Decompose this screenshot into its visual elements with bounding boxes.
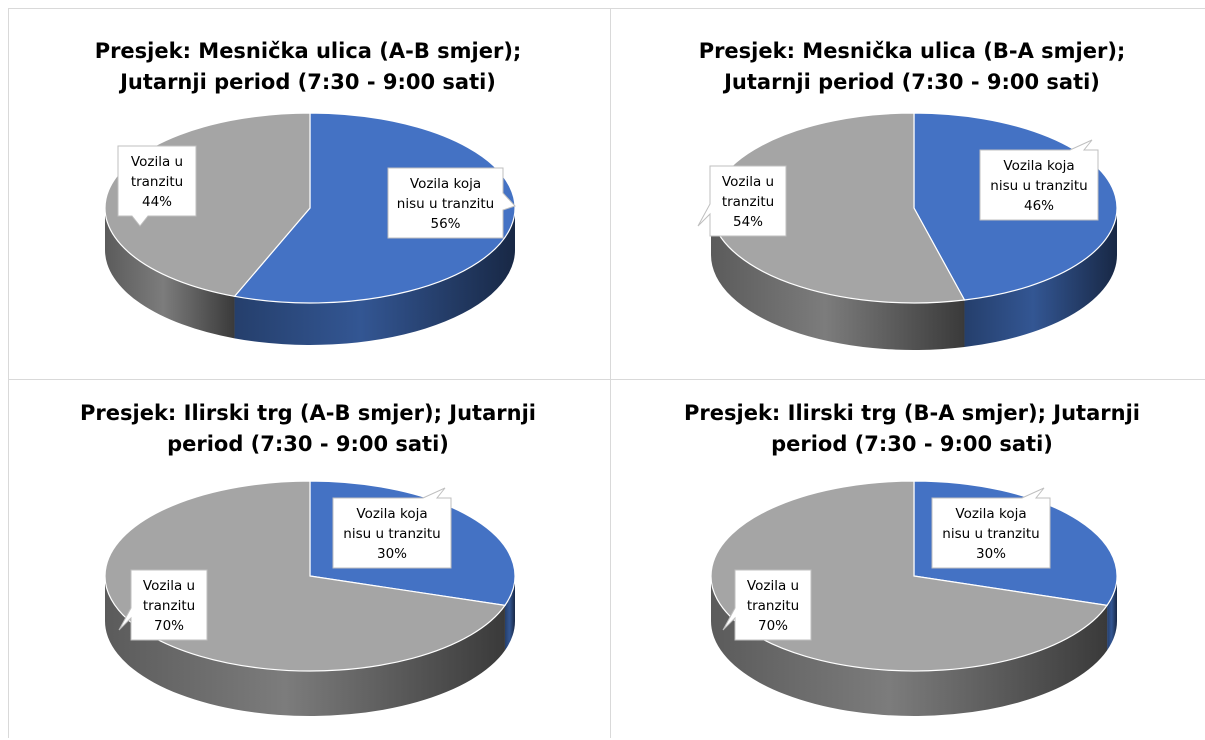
data-label-category: Vozila u (747, 578, 799, 594)
chart-title: Presjek: Mesnička ulica (B-A smjer); Jut… (698, 39, 1126, 94)
data-label-value: 70% (758, 618, 788, 634)
data-label-category: nisu u tranzitu (990, 178, 1087, 194)
data-label-category: tranzitu (131, 174, 183, 190)
data-label-category: tranzitu (143, 598, 195, 614)
pie-slice-side (105, 208, 235, 339)
pie-slice-side (711, 208, 965, 350)
pie-slice-side (105, 576, 505, 716)
data-label-value: 56% (430, 216, 460, 232)
chart-title: Presjek: Ilirski trg (A-B smjer); Jutarn… (80, 401, 536, 456)
chart-panel-1: Presjek: Mesnička ulica (B-A smjer); Jut… (612, 8, 1205, 368)
data-label-value: 44% (142, 194, 172, 210)
data-label-category: nisu u tranzitu (397, 196, 494, 212)
data-label-category: Vozila koja (1003, 158, 1074, 174)
data-label-callout: Vozila u tranzitu 70% (118, 569, 208, 641)
pie-chart: Vozila koja nisu u tranzitu 46% Vozila u tra… (697, 112, 1118, 350)
data-label-callout: Vozila koja nisu u tranzitu 46% (979, 139, 1099, 221)
pie-side-walls (711, 576, 1117, 716)
data-label-value: 46% (1024, 198, 1054, 214)
pie-chart: Vozila koja nisu u tranzitu 30% Vozila u tra… (710, 480, 1118, 716)
data-label-category: Vozila u (143, 578, 195, 594)
chart-title: Presjek: Ilirski trg (B-A smjer); Jutarn… (684, 401, 1140, 456)
data-label-category: tranzitu (722, 194, 774, 210)
horizontal-divider (8, 379, 1205, 380)
data-label-category: Vozila u (131, 154, 183, 170)
pie-slice-side (504, 576, 515, 651)
data-label-callout: Vozila koja nisu u tranzitu 30% (332, 487, 452, 569)
data-label-category: Vozila koja (955, 506, 1026, 522)
chart-panel-2: Presjek: Ilirski trg (A-B smjer); Jutarn… (8, 380, 608, 740)
data-label-category: tranzitu (747, 598, 799, 614)
data-label-callout: Vozila u tranzitu 70% (722, 569, 812, 641)
pie-slice-side (234, 208, 515, 345)
chart-panel-3: Presjek: Ilirski trg (B-A smjer); Jutarn… (612, 380, 1205, 740)
pie-chart: Vozila koja nisu u tranzitu 30% Vozila u tra… (104, 480, 516, 716)
data-label-category: Vozila u (722, 174, 774, 190)
vertical-divider (610, 8, 611, 738)
pie-side-walls (105, 208, 515, 345)
pie-chart: Vozila koja nisu u tranzitu 56% Vozila u tra… (104, 112, 516, 345)
data-label-callout: Vozila koja nisu u tranzitu 30% (931, 487, 1051, 569)
chart-title: Presjek: Mesnička ulica (A-B smjer); Jut… (94, 39, 522, 94)
frame-left-line (8, 8, 9, 738)
pie-side-walls (711, 208, 1117, 350)
pie-side-walls (105, 576, 515, 716)
data-label-value: 30% (377, 546, 407, 562)
data-label-callout: Vozila u tranzitu 44% (117, 145, 197, 227)
pie-slice (233, 112, 516, 304)
data-label-value: 54% (733, 214, 763, 230)
pie-slice-side (964, 208, 1117, 348)
data-label-value: 70% (154, 618, 184, 634)
data-label-category: nisu u tranzitu (942, 526, 1039, 542)
data-label-category: nisu u tranzitu (343, 526, 440, 542)
data-label-value: 30% (976, 546, 1006, 562)
data-label-callout: Vozila u tranzitu 54% (697, 165, 787, 237)
pie-slice-side (711, 576, 1108, 716)
frame-top-line (8, 8, 1205, 9)
pie-slice-side (1107, 576, 1117, 651)
data-label-category: Vozila koja (356, 506, 427, 522)
data-label-category: Vozila koja (410, 176, 481, 192)
chart-panel-0: Presjek: Mesnička ulica (A-B smjer); Jut… (8, 8, 608, 368)
data-label-callout: Vozila koja nisu u tranzitu 56% (387, 167, 516, 239)
